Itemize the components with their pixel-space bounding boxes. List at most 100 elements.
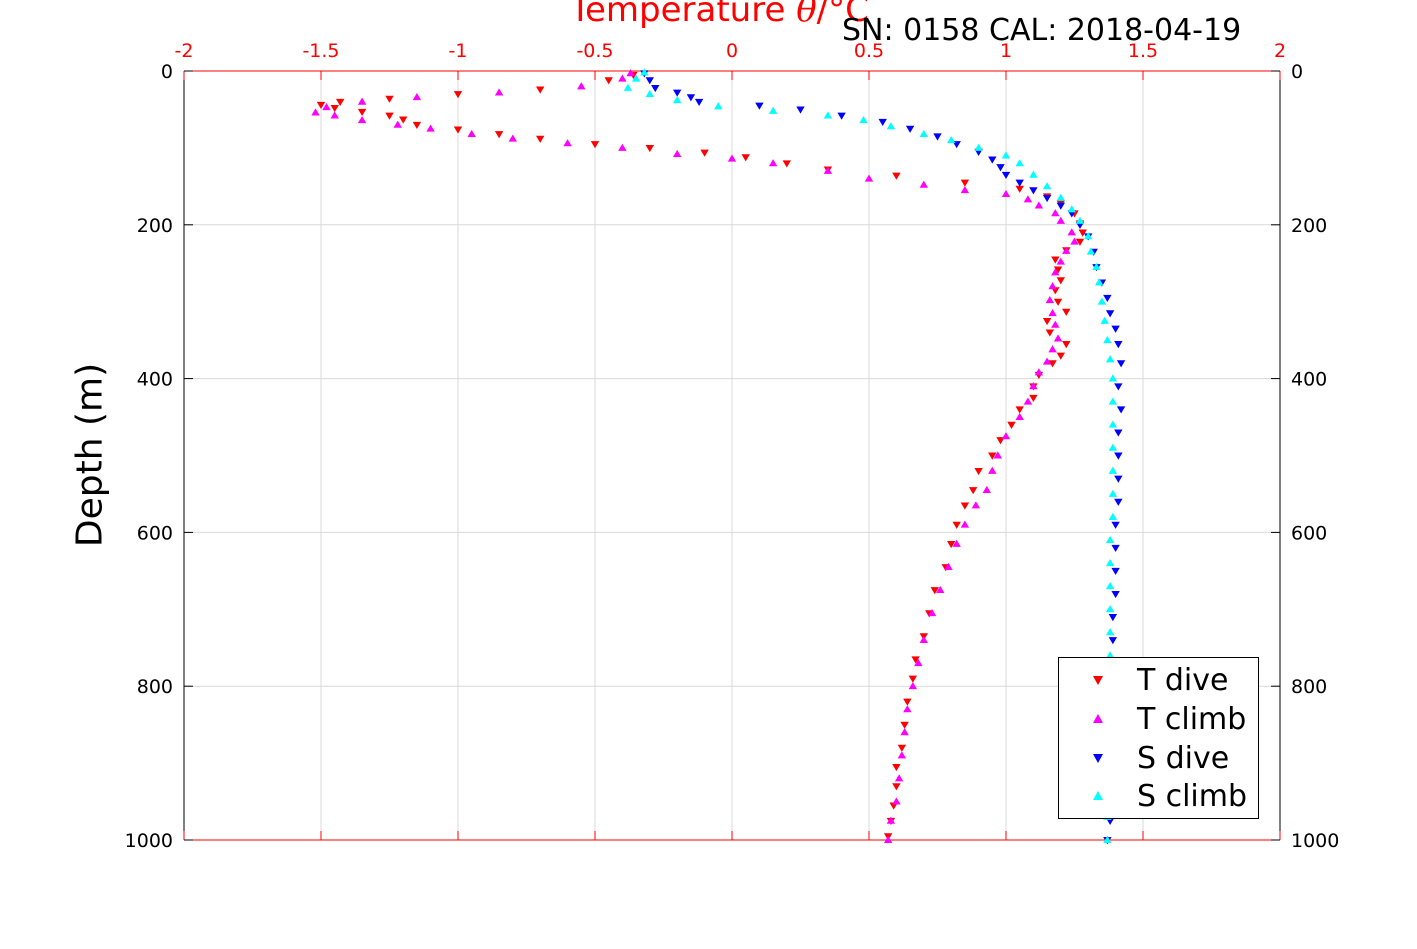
data-point-t-climb <box>1051 320 1060 328</box>
data-point-s-climb <box>947 136 956 144</box>
data-point-s-climb <box>1094 278 1104 286</box>
data-point-s-climb <box>1105 605 1115 613</box>
data-point-t-climb <box>892 797 901 805</box>
data-point-t-dive <box>1053 298 1063 306</box>
data-point-s-climb <box>768 106 778 114</box>
data-point-t-climb <box>1056 216 1065 224</box>
data-point-t-dive <box>1051 256 1060 264</box>
x-axis-title-suffix: /°C <box>816 0 869 30</box>
data-point-s-dive <box>1116 406 1126 414</box>
data-point-s-dive <box>1001 171 1011 180</box>
series-s-dive <box>640 70 1126 845</box>
data-point-t-dive <box>1015 185 1024 193</box>
data-point-t-climb <box>864 174 874 182</box>
data-point-t-dive <box>453 91 463 99</box>
y-tick-label-left: 0 <box>161 61 173 83</box>
data-point-t-climb <box>1029 382 1038 390</box>
data-point-t-climb <box>563 139 572 147</box>
grid <box>184 71 1280 840</box>
data-point-t-climb <box>1067 228 1076 236</box>
data-point-t-climb <box>673 149 682 157</box>
legend-item-s-dive: S dive <box>1059 739 1258 777</box>
legend-item-t-climb: T climb <box>1059 700 1258 738</box>
y-tick-label-right: 800 <box>1291 676 1327 698</box>
data-point-s-climb <box>1105 558 1115 567</box>
data-point-t-climb <box>1023 195 1033 203</box>
data-point-s-climb <box>1042 182 1052 190</box>
data-point-t-climb <box>393 120 402 128</box>
data-point-t-climb <box>1056 257 1065 265</box>
data-point-s-dive <box>1103 294 1112 303</box>
data-point-t-climb <box>944 562 953 570</box>
data-point-t-climb <box>618 143 627 151</box>
data-point-t-dive <box>385 112 394 120</box>
data-point-s-dive <box>905 125 915 133</box>
legend-label-t-climb: T climb <box>1137 702 1247 737</box>
data-point-t-climb <box>919 180 928 188</box>
data-point-t-climb <box>412 92 422 101</box>
data-point-s-dive <box>1114 429 1123 437</box>
data-point-t-climb <box>1034 368 1044 376</box>
data-point-t-climb <box>1062 246 1071 254</box>
data-point-t-dive <box>741 154 750 162</box>
data-point-t-climb <box>357 97 367 105</box>
data-point-t-dive <box>330 104 339 113</box>
data-point-s-dive <box>1114 475 1123 483</box>
legend-marker-t-climb <box>1093 714 1103 723</box>
y-tick-label-right: 600 <box>1291 522 1327 544</box>
x-tick-label: -1 <box>449 40 468 62</box>
data-point-t-dive <box>357 108 367 116</box>
data-point-t-climb <box>936 585 945 594</box>
data-point-t-climb <box>900 728 909 736</box>
data-point-t-dive <box>960 179 970 187</box>
data-point-t-dive <box>1042 317 1052 326</box>
data-point-s-dive <box>1111 325 1120 333</box>
y-tick-label-left: 400 <box>137 369 173 391</box>
data-point-t-climb <box>1001 432 1011 440</box>
data-point-t-climb <box>927 608 937 617</box>
data-point-s-climb <box>886 122 896 130</box>
data-point-t-dive <box>1048 360 1057 368</box>
data-point-t-climb <box>1051 268 1060 276</box>
data-point-s-climb <box>1029 170 1038 178</box>
data-point-s-climb <box>1056 193 1065 201</box>
data-point-s-climb <box>1105 535 1115 544</box>
data-point-s-dive <box>1111 590 1120 599</box>
data-point-s-climb <box>1084 232 1093 240</box>
data-point-t-dive <box>900 721 909 729</box>
data-point-t-climb <box>897 751 907 759</box>
y-axis-label: Depth (m) <box>69 362 111 548</box>
data-point-s-dive <box>996 164 1005 172</box>
y-tick-label-right: 200 <box>1291 215 1327 237</box>
data-point-t-climb <box>883 835 893 843</box>
data-point-t-dive <box>536 86 545 94</box>
data-point-t-climb <box>322 102 331 111</box>
data-point-t-dive <box>453 126 463 134</box>
data-point-s-dive <box>1114 341 1123 349</box>
data-point-t-climb <box>823 166 833 174</box>
data-point-s-climb <box>714 102 723 110</box>
data-point-s-climb <box>823 111 833 119</box>
data-point-s-climb <box>1108 397 1118 405</box>
data-point-t-dive <box>1015 406 1024 414</box>
y-tick-label-left: 600 <box>137 522 173 544</box>
data-point-t-climb <box>1001 189 1011 197</box>
data-point-s-dive <box>755 102 764 110</box>
data-point-t-climb <box>1015 412 1024 420</box>
data-point-t-dive <box>952 521 961 529</box>
data-point-t-dive <box>1062 308 1071 316</box>
data-point-s-dive <box>694 98 704 106</box>
data-point-t-dive <box>947 540 956 549</box>
x-tick-label: 0.5 <box>854 40 884 62</box>
data-point-t-climb <box>626 69 635 77</box>
data-point-t-climb <box>1045 295 1055 304</box>
data-point-s-dive <box>1114 383 1123 391</box>
data-point-t-climb <box>577 82 586 90</box>
data-point-t-climb <box>508 134 517 142</box>
data-point-t-climb <box>1051 209 1060 217</box>
data-point-t-dive <box>412 121 422 130</box>
data-point-t-dive <box>908 675 918 683</box>
data-point-t-dive <box>1062 341 1071 349</box>
data-point-s-dive <box>988 156 997 164</box>
